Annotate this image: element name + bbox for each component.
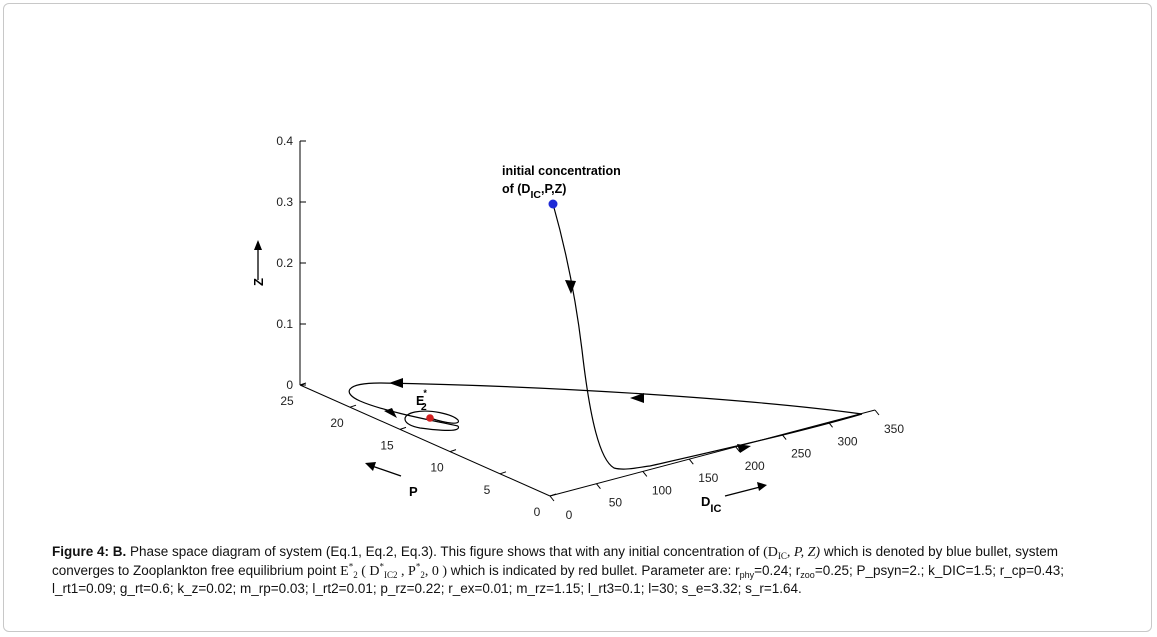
caption-part3: which is indicated by red bullet. Parame… xyxy=(446,562,740,578)
p-tick-label: 15 xyxy=(380,438,394,452)
z-axis-ticks: 0 0.1 0.2 0.3 0.4 xyxy=(276,134,306,392)
svg-text:E*2: E* 2 xyxy=(416,388,427,413)
svg-text:initial concentration: initial concentration xyxy=(502,164,621,178)
initial-point-marker xyxy=(548,199,558,209)
z-tick-label: 0.4 xyxy=(276,134,293,148)
caption-part1: Phase space diagram of system (Eq.1, Eq.… xyxy=(126,544,764,559)
dic-axis-label: DIC xyxy=(701,482,767,515)
trajectory-arrow-return-2 xyxy=(389,378,403,388)
dic-tick-label: 0 xyxy=(566,508,573,522)
p-tick-label: 10 xyxy=(430,461,444,475)
dic-tick-label: 150 xyxy=(698,471,718,485)
trajectory-arrow-down xyxy=(565,280,576,294)
svg-text:P: P xyxy=(409,484,418,499)
p-axis-line xyxy=(299,384,551,497)
z-axis-label: Z xyxy=(251,240,266,286)
equilibrium-point-annotation: E* 2 xyxy=(416,388,427,413)
svg-text:Z: Z xyxy=(251,278,266,286)
caption-rzoo-sub: zoo xyxy=(800,569,815,580)
dic-tick-mark xyxy=(642,471,648,477)
p-axis-label: P xyxy=(365,462,418,499)
trajectory-return xyxy=(348,382,863,427)
caption-parameters: =0.25; P_psyn=2.; k_DIC=1.5; r_cp=0.43; … xyxy=(52,562,1064,597)
dic-tick-mark xyxy=(549,495,555,502)
dic-tick-label: 100 xyxy=(652,483,672,497)
p-tick-label: 25 xyxy=(280,394,294,408)
dic-tick-mark xyxy=(688,458,694,465)
dic-tick-label: 350 xyxy=(884,422,904,436)
p-tick-label: 5 xyxy=(484,483,491,497)
caption-rphy-val: =0.24; r xyxy=(754,562,801,578)
initial-point-annotation: initial concentration of (DIC,P,Z) xyxy=(502,164,621,201)
figure-label: Figure 4: B. xyxy=(52,544,127,559)
p-tick-mark xyxy=(399,426,407,430)
phase-space-plot: 0 0.1 0.2 0.3 0.4 0 5 10 15 20 25 0 50 100 150 200 250… xyxy=(251,134,904,522)
p-tick-label: 20 xyxy=(330,416,344,430)
dic-axis-ticks: 0 50 100 150 200 250 300 350 xyxy=(549,409,904,522)
dic-tick-mark xyxy=(596,483,601,490)
caption-tuple: (DIC, P, Z) xyxy=(763,545,821,561)
caption-rphy-sub: phy xyxy=(739,569,755,580)
p-tick-mark xyxy=(499,471,507,475)
z-tick-label: 0.3 xyxy=(276,195,293,209)
p-tick-mark xyxy=(349,404,357,408)
caption-part2: which is denoted by blue bullet, system … xyxy=(52,544,1058,578)
trajectory-base-out xyxy=(649,413,863,467)
dic-tick-label: 50 xyxy=(609,496,623,510)
p-tick-label: 0 xyxy=(534,505,541,519)
svg-text:DIC: DIC xyxy=(701,494,721,515)
dic-tick-mark xyxy=(874,409,880,416)
figure-caption: Figure 4: B. Phase space diagram of syst… xyxy=(52,543,1112,598)
z-tick-label: 0.2 xyxy=(276,256,293,270)
dic-axis-line xyxy=(549,409,876,497)
p-tick-mark xyxy=(449,449,457,453)
trajectory-arrow-return-1 xyxy=(630,393,644,403)
p-tick-mark xyxy=(299,382,307,386)
caption-equilibrium: E*2 ( D*IC2 , P*2, 0 ) xyxy=(340,560,447,580)
p-tick-mark xyxy=(549,493,557,497)
svg-text:of (DIC,P,Z): of (DIC,P,Z) xyxy=(502,182,566,201)
trajectory-arrow-spiral xyxy=(384,408,397,418)
trajectory-spiral xyxy=(404,410,460,431)
p-axis-ticks: 0 5 10 15 20 25 xyxy=(280,382,557,519)
dic-tick-mark xyxy=(735,446,741,453)
dic-tick-label: 200 xyxy=(745,459,765,473)
dic-tick-label: 300 xyxy=(838,434,858,448)
trajectory-arrow-out xyxy=(737,444,751,453)
trajectory-descent xyxy=(552,203,651,470)
dic-tick-label: 250 xyxy=(791,447,811,461)
z-tick-label: 0.1 xyxy=(276,317,293,331)
z-tick-label: 0 xyxy=(286,378,293,392)
equilibrium-point-marker xyxy=(426,414,434,422)
